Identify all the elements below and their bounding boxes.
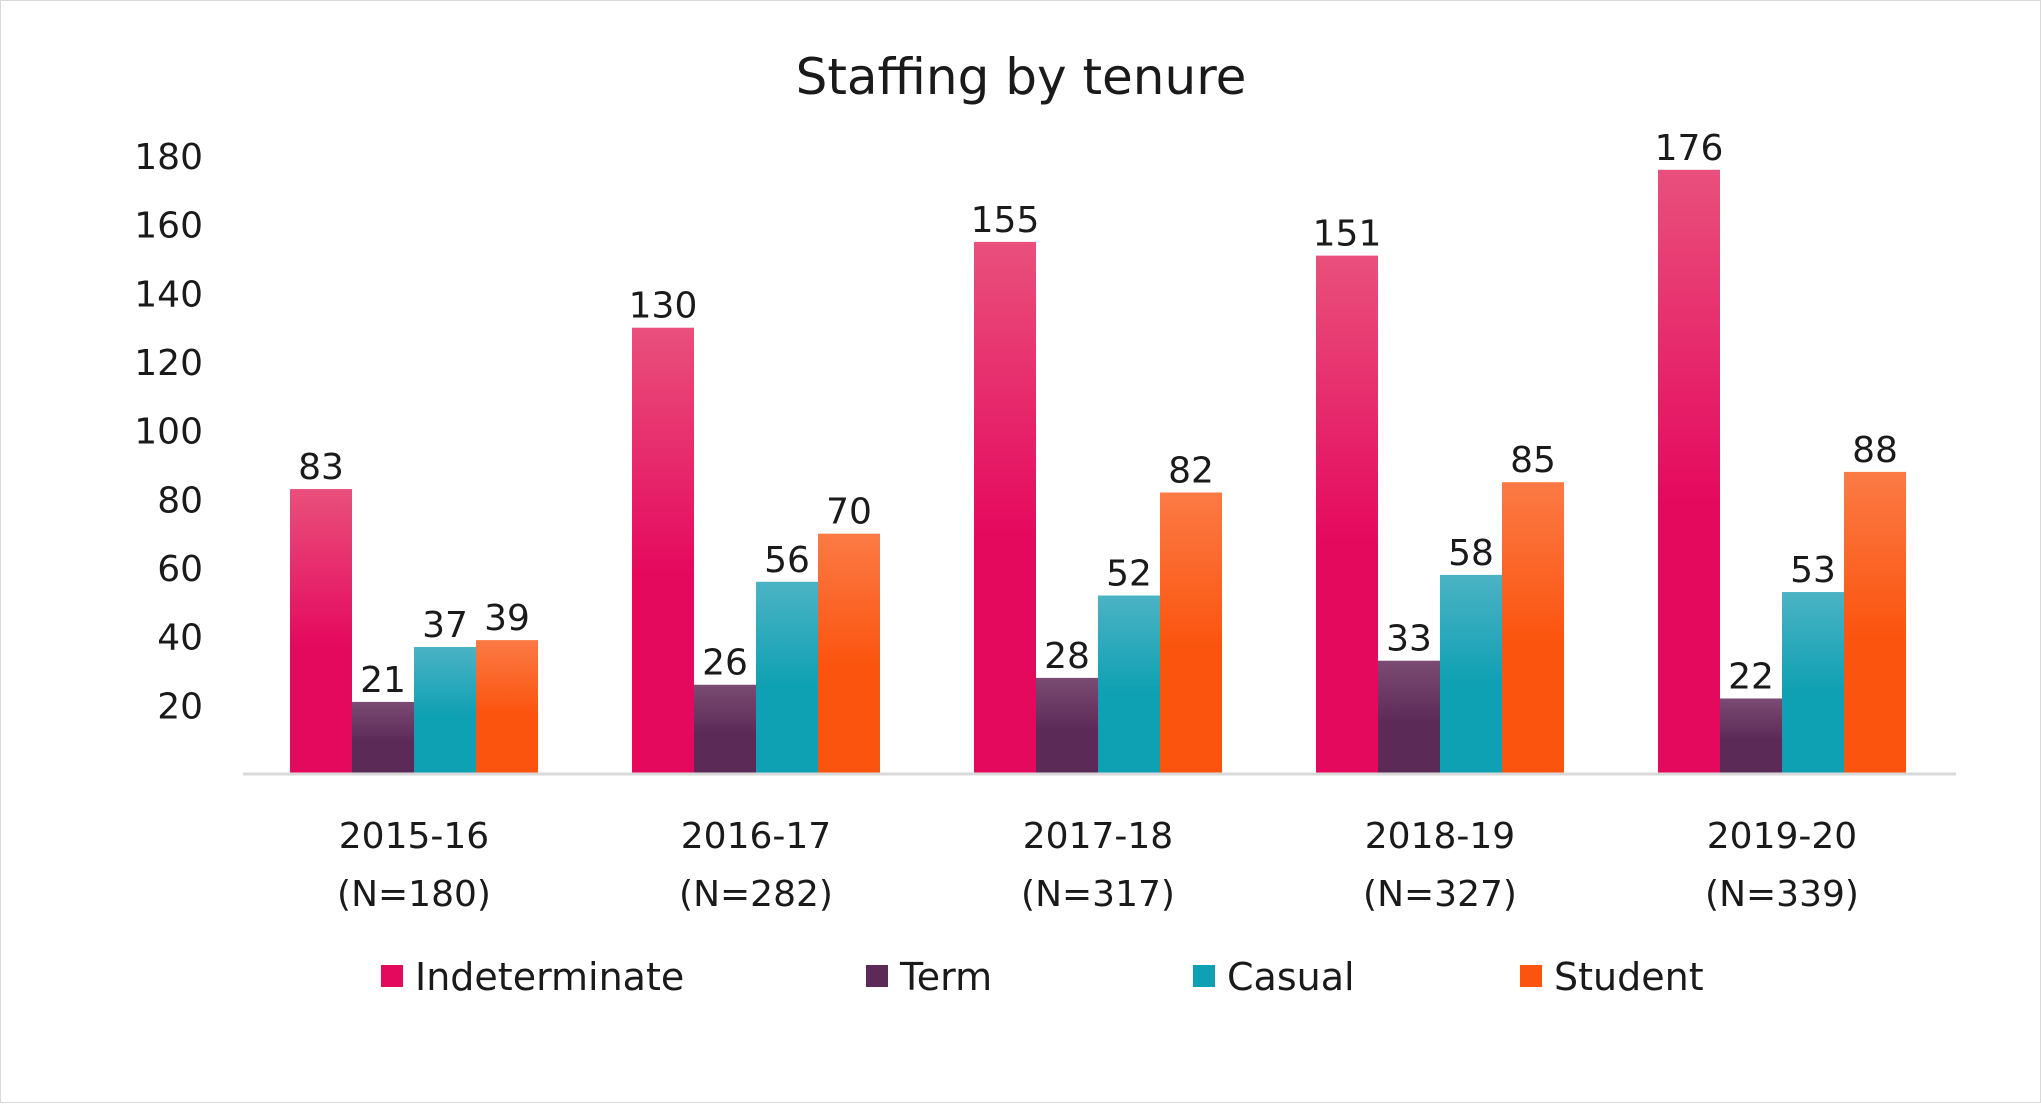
bar-student <box>476 640 538 774</box>
y-tick-label: 120 <box>134 343 203 384</box>
legend-swatch-term <box>866 965 888 987</box>
data-label: 33 <box>1386 619 1432 660</box>
data-label: 22 <box>1728 656 1774 697</box>
data-label: 83 <box>298 447 344 488</box>
data-label: 155 <box>971 200 1040 241</box>
bar-student <box>1502 482 1564 774</box>
data-label: 58 <box>1448 533 1494 574</box>
bar-casual <box>414 646 476 774</box>
data-label: 37 <box>422 605 468 646</box>
legend-swatch-indeterminate <box>381 965 403 987</box>
bar-student <box>818 533 880 774</box>
data-label: 21 <box>360 660 406 701</box>
bar-term <box>1720 698 1782 774</box>
bar-casual <box>1782 592 1844 774</box>
y-tick-label: 40 <box>157 618 203 659</box>
data-label: 85 <box>1510 440 1556 481</box>
bar-indeterminate <box>632 327 694 774</box>
bar-indeterminate <box>290 489 352 774</box>
bar-term <box>1378 660 1440 774</box>
bar-term <box>1036 677 1098 774</box>
y-tick-label: 180 <box>134 137 203 178</box>
bar-student <box>1844 471 1906 774</box>
x-tick-label: (N=282) <box>679 874 833 915</box>
data-label: 53 <box>1790 550 1836 591</box>
data-label: 56 <box>764 540 810 581</box>
chart-title: Staffing by tenure <box>796 48 1247 106</box>
x-tick-label: 2018-19 <box>1365 816 1515 857</box>
x-tick-label: (N=339) <box>1705 874 1859 915</box>
legend-swatch-student <box>1520 965 1542 987</box>
x-axis: 2015-16 (N=180) 2016-17 (N=282) 2017-18 (N=31… <box>337 816 1859 915</box>
data-label: 151 <box>1313 214 1382 255</box>
x-tick-label: (N=317) <box>1021 874 1175 915</box>
x-tick-label: 2015-16 <box>339 816 489 857</box>
y-axis: 20 40 60 80 100 120 140 160 180 <box>134 137 203 727</box>
y-tick-label: 60 <box>157 549 203 590</box>
bar-term <box>352 701 414 774</box>
legend-label-casual: Casual <box>1227 955 1355 999</box>
data-label: 130 <box>629 286 698 327</box>
data-label: 82 <box>1168 450 1214 491</box>
y-tick-label: 100 <box>134 412 203 453</box>
legend-label-indeterminate: Indeterminate <box>415 955 684 999</box>
x-tick-label: 2017-18 <box>1023 816 1173 857</box>
x-tick-label: (N=180) <box>337 874 491 915</box>
bar-student <box>1160 492 1222 774</box>
y-tick-label: 140 <box>134 274 203 315</box>
data-labels-group: 83 21 37 39 130 26 56 70 155 28 52 82 151 33 58 85 176 22… <box>298 128 1898 701</box>
x-tick-label: 2016-17 <box>681 816 831 857</box>
data-label: 88 <box>1852 430 1898 471</box>
data-label: 52 <box>1106 553 1152 594</box>
bar-casual <box>1098 595 1160 774</box>
bar-term <box>694 684 756 774</box>
legend-label-term: Term <box>899 955 992 999</box>
legend: Indeterminate Term Casual Student <box>381 955 1704 999</box>
bar-indeterminate <box>974 241 1036 774</box>
y-tick-label: 20 <box>157 686 203 727</box>
y-tick-label: 160 <box>134 206 203 247</box>
legend-swatch-casual <box>1193 965 1215 987</box>
x-tick-label: 2019-20 <box>1707 816 1857 857</box>
bar-casual <box>1440 574 1502 774</box>
y-tick-label: 80 <box>157 480 203 521</box>
data-label: 28 <box>1044 636 1090 677</box>
bar-indeterminate <box>1316 255 1378 774</box>
data-label: 70 <box>826 492 872 533</box>
data-label: 26 <box>702 643 748 684</box>
data-label: 176 <box>1655 128 1724 169</box>
data-label: 39 <box>484 598 530 639</box>
bars-group <box>290 169 1906 775</box>
legend-label-student: Student <box>1554 955 1704 999</box>
bar-casual <box>756 581 818 774</box>
bar-indeterminate <box>1658 169 1720 775</box>
x-tick-label: (N=327) <box>1363 874 1517 915</box>
